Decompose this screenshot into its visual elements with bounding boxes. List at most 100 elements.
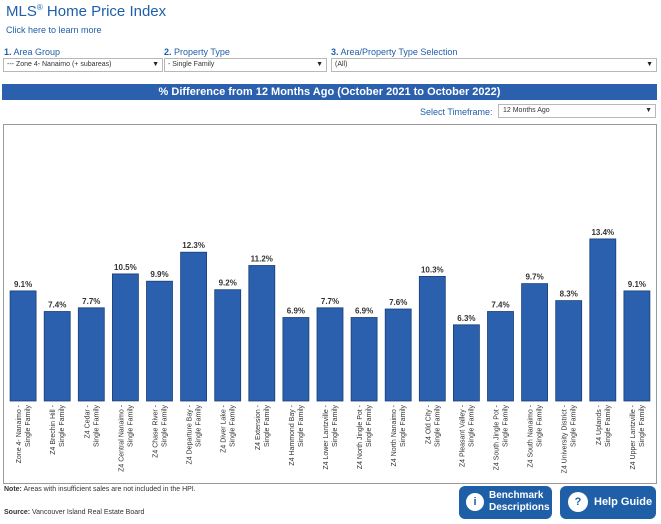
bar-value-label-13: 6.3% xyxy=(457,314,475,323)
bar-value-label-16: 8.3% xyxy=(560,290,578,299)
category-label-8: Z4 Hammond Bay - Single Family xyxy=(289,404,305,465)
bar-value-label-9: 7.7% xyxy=(321,297,339,306)
category-label-15-line-2: Single Family xyxy=(537,405,544,448)
category-label-4: Z4 Chase River - Single Family xyxy=(153,404,169,458)
category-label-14-line-1: Z4 South Jingle Pot - xyxy=(494,404,501,470)
bar-value-label-5: 12.3% xyxy=(182,241,205,250)
info-icon: i xyxy=(466,493,484,511)
category-label-17-line-1: Z4 Uplands - xyxy=(596,404,603,445)
help-guide-button[interactable]: ? Help Guide xyxy=(560,486,656,519)
category-label-12: Z4 Old City - Single Family xyxy=(425,404,441,447)
category-label-8-line-2: Single Family xyxy=(298,405,305,448)
timeframe-label: Select Timeframe: xyxy=(420,107,493,117)
category-label-16-line-2: Single Family xyxy=(571,405,578,448)
category-label-6: Z4 Diver Lake - Single Family xyxy=(221,404,237,453)
category-label-9-line-1: Z4 Lower Lantzville - xyxy=(323,404,330,469)
bar-value-label-14: 7.4% xyxy=(491,301,509,310)
bar-value-label-15: 9.7% xyxy=(525,273,543,282)
bar-10[interactable] xyxy=(350,317,378,402)
bar-9[interactable] xyxy=(316,307,344,402)
area-group-select[interactable]: --- Zone 4- Nanaimo (+ subareas) ▼ xyxy=(3,58,163,72)
category-label-14: Z4 South Jingle Pot - Single Family xyxy=(494,404,510,470)
bar-15[interactable] xyxy=(521,283,548,402)
bar-11[interactable] xyxy=(384,308,412,402)
bar-16[interactable] xyxy=(555,300,583,402)
bar-value-label-10: 6.9% xyxy=(355,307,373,316)
category-label-11-line-2: Single Family xyxy=(400,405,407,448)
category-label-0-line-1: Zone 4- Nanaimo - xyxy=(16,404,23,463)
category-label-9-line-2: Single Family xyxy=(332,405,339,448)
bar-6[interactable] xyxy=(214,289,242,402)
category-label-15-line-1: Z4 South Nanaimo - xyxy=(528,404,535,467)
category-label-15: Z4 South Nanaimo - Single Family xyxy=(528,404,544,467)
category-label-1-line-2: Single Family xyxy=(59,405,66,448)
chart-area: 9.1% Zone 4- Nanaimo - Single Family 7.4% Z4… xyxy=(3,124,657,484)
category-label-13: Z4 Pleasant Valley - Single Family xyxy=(459,404,475,467)
category-label-6-line-2: Single Family xyxy=(230,405,237,448)
benchmark-descriptions-button[interactable]: i Benchmark Descriptions xyxy=(459,486,552,519)
category-label-2: Z4 Cedar - Single Family xyxy=(84,404,100,447)
category-label-18-line-1: Z4 Upper Lantzville - xyxy=(630,404,637,469)
source-text: Source: Vancouver Island Real Estate Boa… xyxy=(4,509,145,516)
category-label-2-line-2: Single Family xyxy=(93,405,100,448)
category-label-10-line-2: Single Family xyxy=(366,405,373,448)
category-label-2-line-1: Z4 Cedar - xyxy=(84,404,91,438)
bar-14[interactable] xyxy=(487,311,514,402)
category-label-17: Z4 Uplands - Single Family xyxy=(596,404,612,447)
category-label-4-line-2: Single Family xyxy=(162,405,169,448)
help-icon: ? xyxy=(568,492,588,512)
bar-value-label-7: 11.2% xyxy=(251,255,273,264)
category-label-1: Z4 Brechin Hill - Single Family xyxy=(50,404,66,454)
bar-13[interactable] xyxy=(452,324,480,402)
category-label-7-line-2: Single Family xyxy=(264,405,271,448)
bar-value-label-2: 7.7% xyxy=(82,297,100,306)
filter-label-selection: 3. Area/Property Type Selection xyxy=(331,47,458,57)
category-label-5-line-1: Z4 Departure Bay - xyxy=(187,404,194,464)
bar-7[interactable] xyxy=(248,265,276,402)
category-label-18: Z4 Upper Lantzville - Single Family xyxy=(630,404,646,469)
category-label-11: Z4 North Nanaimo - Single Family xyxy=(391,404,407,466)
category-label-0: Zone 4- Nanaimo - Single Family xyxy=(16,404,32,463)
bar-18[interactable] xyxy=(623,290,651,402)
category-label-16: Z4 University District - Single Family xyxy=(562,404,578,473)
bar-value-label-0: 9.1% xyxy=(14,280,32,289)
bar-17[interactable] xyxy=(589,238,617,402)
bar-0[interactable] xyxy=(9,290,37,402)
category-label-10-line-1: Z4 North Jingle Pot - xyxy=(357,404,364,469)
category-label-17-line-2: Single Family xyxy=(605,405,612,448)
bar-value-label-12: 10.3% xyxy=(421,265,444,274)
bar-value-label-1: 7.4% xyxy=(48,301,66,310)
category-label-0-line-2: Single Family xyxy=(25,405,32,448)
category-label-11-line-1: Z4 North Nanaimo - xyxy=(391,404,398,466)
bar-3[interactable] xyxy=(112,273,139,402)
category-label-1-line-1: Z4 Brechin Hill - xyxy=(50,404,57,454)
timeframe-select[interactable]: 12 Months Ago ▼ xyxy=(498,104,656,118)
bar-value-label-6: 9.2% xyxy=(219,279,237,288)
category-label-12-line-1: Z4 Old City - xyxy=(425,404,432,444)
bar-value-label-8: 6.9% xyxy=(287,307,305,316)
bar-5[interactable] xyxy=(180,251,208,402)
category-label-5-line-2: Single Family xyxy=(196,405,203,448)
page-title: MLS® Home Price Index xyxy=(6,3,167,20)
category-label-9: Z4 Lower Lantzville - Single Family xyxy=(323,404,339,469)
learn-more-link[interactable]: Click here to learn more xyxy=(6,25,102,35)
category-label-6-line-1: Z4 Diver Lake - xyxy=(221,404,228,453)
bar-12[interactable] xyxy=(418,275,446,402)
bar-4[interactable] xyxy=(146,280,173,402)
area-property-selection-select[interactable]: (All) ▼ xyxy=(331,58,657,72)
bar-chart: 9.1%Zone 4- Nanaimo - Single Family7.4%Z4… xyxy=(9,228,651,473)
chevron-down-icon: ▼ xyxy=(646,61,653,68)
chevron-down-icon: ▼ xyxy=(645,107,652,114)
property-type-select[interactable]: - Single Family ▼ xyxy=(164,58,327,72)
bar-value-label-18: 9.1% xyxy=(628,280,646,289)
category-label-7-line-1: Z4 Extension - xyxy=(255,404,262,450)
bar-value-label-17: 13.4% xyxy=(591,228,614,237)
chevron-down-icon: ▼ xyxy=(152,61,159,68)
category-label-3-line-1: Z4 Central Nanaimo - xyxy=(118,404,125,472)
bar-1[interactable] xyxy=(43,311,71,402)
category-label-13-line-2: Single Family xyxy=(468,405,475,448)
chart-banner-title: % Difference from 12 Months Ago (October… xyxy=(2,84,657,100)
bar-8[interactable] xyxy=(282,317,310,402)
filter-label-area-group: 1. Area Group xyxy=(4,47,61,57)
bar-2[interactable] xyxy=(77,307,105,402)
